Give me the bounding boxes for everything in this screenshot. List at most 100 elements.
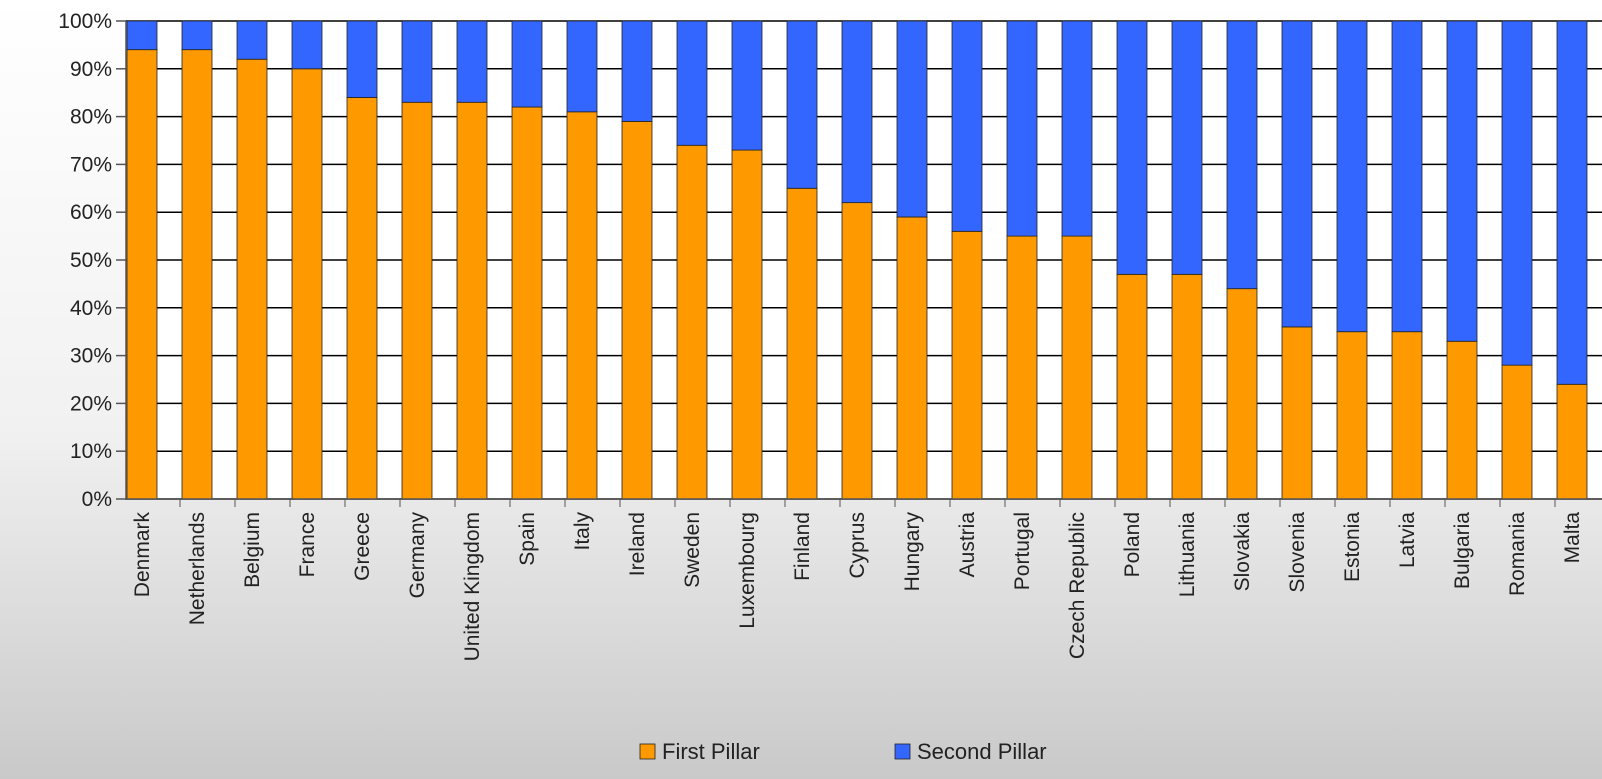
x-tick-label: Spain (516, 512, 539, 566)
bar-first-pillar-hungary (896, 216, 928, 500)
y-tick-label: 90% (70, 58, 112, 81)
x-tick-label: Denmark (131, 512, 154, 598)
x-tick-label: Sweden (681, 512, 704, 588)
bar-first-pillar-slovenia (1281, 326, 1313, 500)
bar-first-pillar-finland (786, 187, 818, 500)
bar-second-pillar-cyprus (841, 20, 873, 204)
x-tick-label: Finland (791, 512, 814, 581)
bar-second-pillar-hungary (896, 20, 928, 218)
x-tick-label: Malta (1561, 512, 1584, 564)
y-tick-label: 60% (70, 201, 112, 224)
bar-second-pillar-belgium (236, 20, 268, 60)
bar-first-pillar-ireland (621, 120, 653, 500)
bar-first-pillar-latvia (1391, 331, 1423, 500)
legend-label: Second Pillar (917, 739, 1047, 764)
bar-second-pillar-bulgaria (1446, 20, 1478, 342)
legend: First Pillar Second Pillar (639, 739, 1047, 764)
x-tick-label: Greece (351, 512, 374, 581)
bar-second-pillar-czech-republic (1061, 20, 1093, 237)
bar-first-pillar-sweden (676, 144, 708, 500)
bar-first-pillar-malta (1556, 383, 1588, 500)
y-tick-label: 10% (70, 440, 112, 463)
bar-first-pillar-luxembourg (731, 149, 763, 500)
bar-second-pillar-france (291, 20, 323, 70)
x-tick-label: Italy (571, 512, 594, 551)
bar-first-pillar-united-kingdom (456, 101, 488, 500)
x-tick-label: Poland (1121, 512, 1144, 577)
x-tick-label: Portugal (1011, 512, 1034, 590)
bar-first-pillar-bulgaria (1446, 340, 1478, 500)
bar-first-pillar-germany (401, 101, 433, 500)
bar-first-pillar-portugal (1006, 235, 1038, 500)
bar-second-pillar-latvia (1391, 20, 1423, 333)
bar-second-pillar-united-kingdom (456, 20, 488, 103)
legend-swatch (639, 743, 656, 760)
x-tick-label: France (296, 512, 319, 577)
x-tick-label: United Kingdom (461, 512, 484, 661)
y-tick-label: 40% (70, 297, 112, 320)
bar-first-pillar-spain (511, 106, 543, 500)
bar-first-pillar-greece (346, 97, 378, 500)
x-tick-label: Germany (406, 512, 429, 599)
y-tick-labels: 0% 10% 20% 30% 40% 50% 60% 70% 80% 90% 100% (58, 10, 112, 511)
y-tick-label: 20% (70, 392, 112, 415)
bar-second-pillar-germany (401, 20, 433, 103)
x-tick-label: Slovakia (1231, 512, 1254, 592)
bar-second-pillar-estonia (1336, 20, 1368, 333)
x-category-labels: Denmark Netherlands Belgium France Greece Ger… (131, 512, 1584, 662)
bar-first-pillar-poland (1116, 273, 1148, 500)
y-tick-label: 70% (70, 153, 112, 176)
bar-second-pillar-greece (346, 20, 378, 98)
bar-first-pillar-netherlands (181, 49, 213, 500)
bar-second-pillar-slovenia (1281, 20, 1313, 328)
x-tick-label: Czech Republic (1066, 512, 1089, 659)
bar-second-pillar-lithuania (1171, 20, 1203, 275)
bar-second-pillar-poland (1116, 20, 1148, 275)
x-tick-label: Bulgaria (1451, 512, 1474, 589)
x-tick-label: Lithuania (1176, 512, 1199, 598)
y-tick-label: 30% (70, 345, 112, 368)
bar-second-pillar-slovakia (1226, 20, 1258, 290)
bars (126, 20, 1588, 500)
x-tick-label: Romania (1506, 512, 1529, 596)
bar-first-pillar-france (291, 68, 323, 500)
bar-second-pillar-finland (786, 20, 818, 189)
y-tick-label: 50% (70, 249, 112, 272)
bar-first-pillar-cyprus (841, 202, 873, 500)
x-tick-label: Slovenia (1286, 512, 1309, 593)
bar-second-pillar-ireland (621, 20, 653, 122)
bar-second-pillar-italy (566, 20, 598, 113)
bar-first-pillar-denmark (126, 49, 158, 500)
x-tick-label: Ireland (626, 512, 649, 576)
x-tick-label: Estonia (1341, 512, 1364, 582)
bar-second-pillar-spain (511, 20, 543, 108)
bar-second-pillar-portugal (1006, 20, 1038, 237)
bar-first-pillar-czech-republic (1061, 235, 1093, 500)
x-tick-label: Hungary (901, 512, 924, 592)
x-tick-label: Luxembourg (736, 512, 759, 629)
x-tick-label: Netherlands (186, 512, 209, 625)
legend-swatch (894, 743, 911, 760)
x-tick-label: Austria (956, 512, 979, 578)
y-tick-label: 0% (82, 488, 112, 511)
bar-second-pillar-netherlands (181, 20, 213, 51)
y-tick-label: 80% (70, 106, 112, 129)
bar-first-pillar-romania (1501, 364, 1533, 500)
bar-second-pillar-romania (1501, 20, 1533, 366)
bar-first-pillar-slovakia (1226, 288, 1258, 500)
bar-first-pillar-lithuania (1171, 273, 1203, 500)
x-tick-label: Latvia (1396, 512, 1419, 568)
bar-first-pillar-belgium (236, 58, 268, 500)
axes (116, 20, 1602, 507)
bar-second-pillar-malta (1556, 20, 1588, 385)
bar-second-pillar-luxembourg (731, 20, 763, 151)
bar-second-pillar-sweden (676, 20, 708, 146)
bar-second-pillar-denmark (126, 20, 158, 51)
x-tick-label: Belgium (241, 512, 264, 588)
x-tick-label: Cyprus (846, 512, 869, 579)
bar-first-pillar-italy (566, 111, 598, 500)
bar-second-pillar-austria (951, 20, 983, 232)
y-tick-label: 100% (58, 10, 112, 33)
bar-first-pillar-estonia (1336, 331, 1368, 500)
